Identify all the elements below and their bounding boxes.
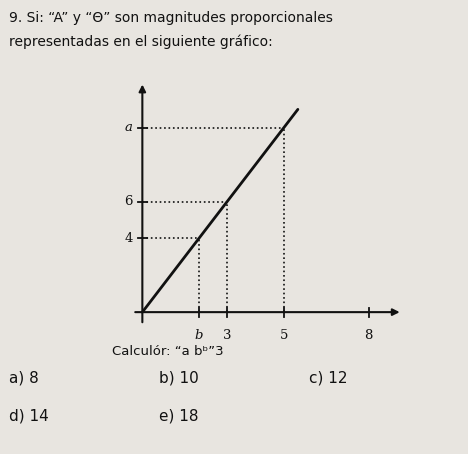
Text: b: b xyxy=(195,329,203,342)
Text: 3: 3 xyxy=(223,329,231,342)
Text: c) 12: c) 12 xyxy=(309,370,347,385)
Text: representadas en el siguiente gráfico:: representadas en el siguiente gráfico: xyxy=(9,34,273,49)
Text: 8: 8 xyxy=(365,329,373,342)
Text: a: a xyxy=(124,121,132,134)
Text: 5: 5 xyxy=(279,329,288,342)
Text: e) 18: e) 18 xyxy=(159,409,198,424)
Text: Calculór: “a bᵇ”3: Calculór: “a bᵇ”3 xyxy=(112,345,224,358)
Text: 9. Si: “A” y “Θ” son magnitudes proporcionales: 9. Si: “A” y “Θ” son magnitudes proporci… xyxy=(9,11,333,25)
Text: 6: 6 xyxy=(124,195,132,208)
Text: b) 10: b) 10 xyxy=(159,370,199,385)
Text: 4: 4 xyxy=(124,232,132,245)
Text: a) 8: a) 8 xyxy=(9,370,39,385)
Text: d) 14: d) 14 xyxy=(9,409,49,424)
